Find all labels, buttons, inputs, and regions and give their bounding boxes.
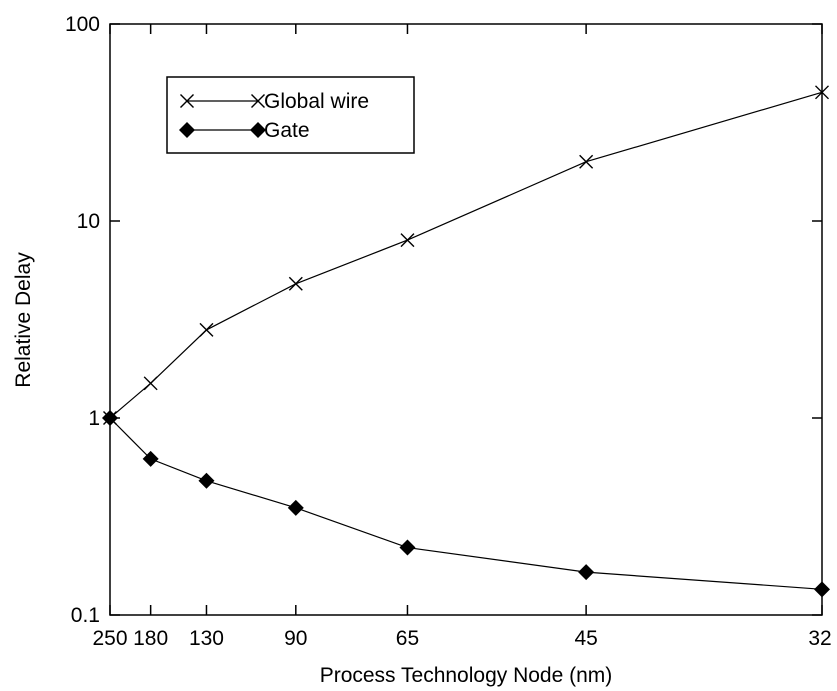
global-wire-point (400, 233, 415, 248)
x-tick-label: 180 (133, 627, 168, 650)
y-tick-label: 1 (88, 407, 100, 430)
legend-global-wire-point (180, 94, 194, 108)
x-tick-label: 32 (808, 627, 831, 650)
legend: Global wire Gate (166, 76, 415, 154)
gate-line (109, 417, 823, 590)
x-axis-ticks: 250 180 130 90 65 45 32 (92, 24, 832, 650)
gate-point (399, 539, 416, 556)
legend-global-wire-point (251, 94, 265, 108)
x-tick-label: 130 (189, 627, 224, 650)
global-wire-point (815, 85, 829, 100)
gate-point (198, 472, 215, 489)
legend-item-gate: Gate (179, 119, 310, 142)
y-tick-label: 0.1 (71, 604, 100, 627)
y-axis-label: Relative Delay (12, 252, 35, 388)
gate-point (287, 499, 304, 516)
x-tick-label: 65 (396, 627, 419, 650)
global-wire-point (143, 376, 158, 391)
x-tick-label: 90 (284, 627, 307, 650)
legend-box (166, 76, 415, 154)
legend-label: Gate (264, 119, 310, 142)
global-wire-point (579, 154, 594, 169)
x-tick-label: 45 (574, 627, 597, 650)
gate-point (142, 450, 159, 467)
legend-gate-point (250, 122, 266, 138)
y-tick-label: 10 (77, 210, 100, 233)
gate-point (814, 581, 830, 598)
global-wire-point (288, 276, 303, 291)
y-tick-label: 100 (65, 13, 100, 36)
plot-frame (109, 23, 823, 616)
legend-gate-point (179, 122, 195, 138)
series-layer (102, 85, 830, 598)
gate-point (102, 410, 118, 426)
x-axis-label: Process Technology Node (nm) (320, 664, 613, 687)
gate-point (578, 564, 595, 581)
global-wire-point (199, 322, 214, 337)
legend-label: Global wire (264, 90, 369, 113)
x-tick-label: 250 (92, 627, 127, 650)
legend-item-global-wire: Global wire (180, 90, 369, 113)
